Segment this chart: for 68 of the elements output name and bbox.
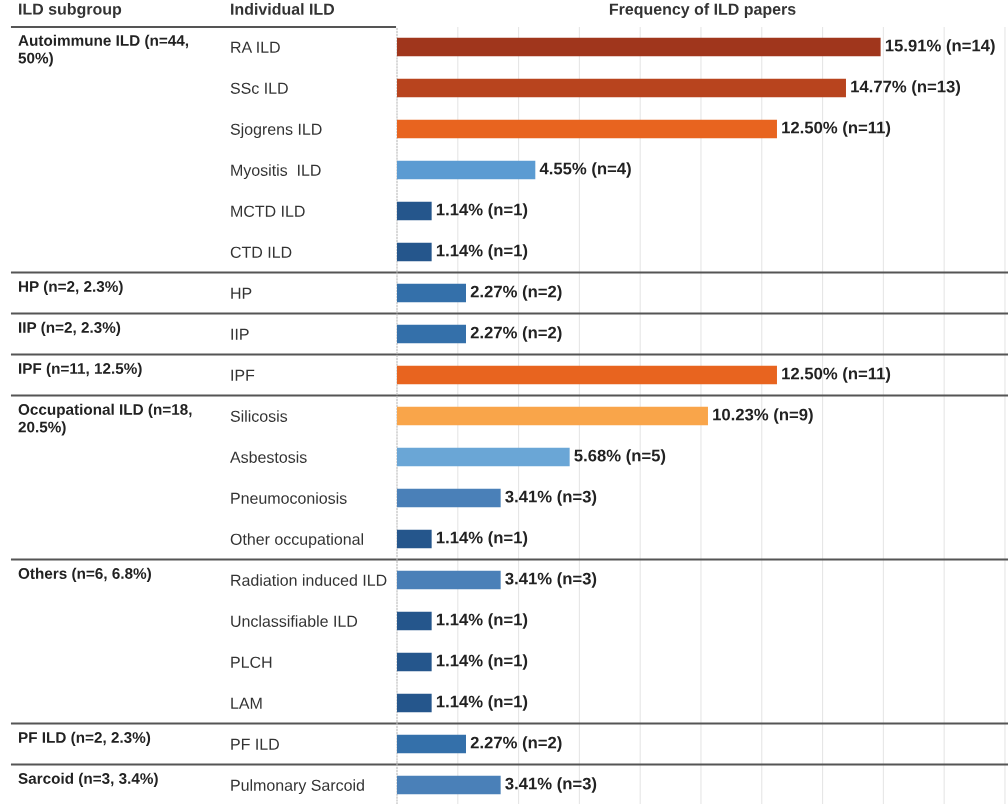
text: ILD subgroup [19, 3, 122, 18]
bar [397, 119, 777, 139]
bar [397, 78, 846, 98]
bar [397, 652, 432, 672]
y-tick-label: Sjogrens ILD [230, 123, 322, 139]
data-label: 3.41% (n=3) [505, 490, 597, 506]
y-tick-label: Asbestosis [230, 451, 307, 463]
bar [397, 406, 708, 426]
text: IPF (n=11, 12.5%) [19, 362, 142, 377]
y-tick-label: Silicosis [230, 410, 288, 422]
text: HP (n=2, 2.3%) [19, 280, 123, 295]
y-tick-label: Pulmonary Sarcoid [231, 779, 364, 795]
data-label: 12.50% (n=11) [782, 367, 891, 383]
y-tick-label: Radiation induced ILD [231, 574, 387, 586]
text: Occupational ILD (n=18, 20.5%) [18, 403, 192, 436]
data-label: 10.23% (n=9) [713, 408, 813, 424]
y-tick-label: IIP [231, 328, 249, 340]
y-tick-label: CTD ILD [230, 246, 292, 258]
data-label: 5.68% (n=5) [574, 449, 666, 465]
data-label: 1.14% (n=1) [436, 654, 528, 670]
y-tick-label: Myositis ILD [231, 164, 321, 180]
text: Sarcoid (n=3, 3.4%) [18, 772, 158, 787]
bar [397, 201, 432, 221]
text: IIP (n=2, 2.3%) [19, 321, 121, 336]
bar [397, 37, 881, 57]
y-tick-label: RA ILD [231, 41, 280, 53]
y-tick-label: PF ILD [231, 738, 279, 750]
bar [397, 488, 501, 508]
data-label: 1.14% (n=1) [436, 695, 528, 711]
data-label: 1.14% (n=1) [436, 531, 528, 547]
bar [397, 693, 432, 713]
data-label: 14.77% (n=13) [851, 80, 961, 96]
bar [397, 529, 432, 549]
bar [397, 611, 432, 631]
data-label: 3.41% (n=3) [505, 777, 597, 793]
bar [397, 160, 536, 180]
bar [397, 775, 501, 795]
y-tick-label: SSc ILD [230, 82, 288, 94]
bar [397, 570, 501, 590]
bar [397, 324, 466, 344]
data-label: 12.50% (n=11) [782, 121, 891, 137]
y-tick-label: Unclassifiable ILD [231, 615, 358, 627]
data-label: 4.55% (n=4) [539, 162, 631, 178]
data-label: 1.14% (n=1) [436, 203, 528, 219]
bar [397, 365, 777, 385]
y-tick-label: HP [231, 287, 252, 299]
bar [397, 283, 466, 303]
bar [397, 447, 570, 467]
y-tick-label: Pneumoconiosis [231, 492, 347, 504]
text: Others (n=6, 6.8%) [18, 567, 151, 582]
data-label: 1.14% (n=1) [436, 613, 528, 629]
text: Autoimmune ILD (n=44, 50%) [18, 34, 189, 67]
text: PF ILD (n=2, 2.3%) [19, 731, 151, 746]
data-label: 2.27% (n=2) [470, 326, 562, 342]
bar [397, 242, 432, 262]
bar [397, 734, 466, 754]
y-tick-label: Other occupational [230, 533, 363, 549]
text: Individual ILD [231, 3, 335, 15]
y-tick-label: MCTD ILD [231, 205, 305, 217]
data-label: 15.91% (n=14) [885, 39, 995, 55]
data-label: 2.27% (n=2) [470, 285, 562, 301]
y-tick-label: IPF [231, 369, 255, 381]
chart-title: Frequency of ILD papers [609, 3, 796, 18]
data-label: 1.14% (n=1) [436, 244, 528, 260]
y-tick-label: PLCH [231, 656, 272, 668]
data-label: 2.27% (n=2) [470, 736, 562, 752]
y-tick-label: LAM [231, 697, 262, 709]
data-label: 3.41% (n=3) [505, 572, 597, 588]
